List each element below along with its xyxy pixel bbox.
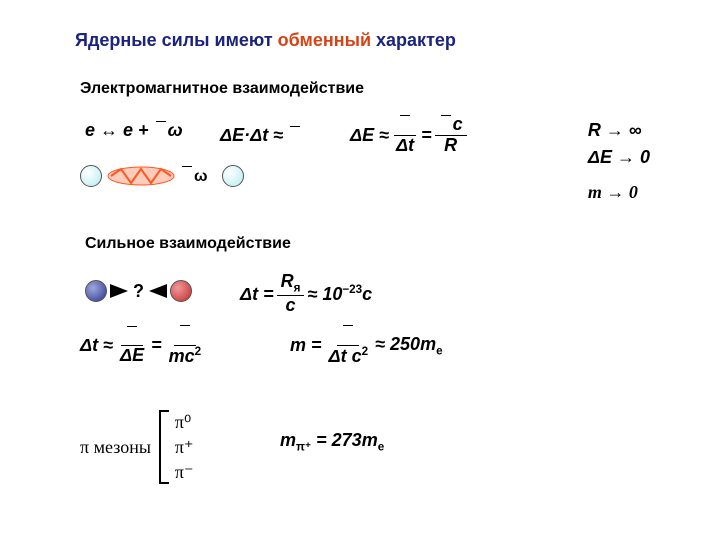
- meson-pi-plus: π⁺: [175, 437, 194, 458]
- hbar-omega: ℏωω: [154, 120, 183, 140]
- e-right: e +: [123, 120, 149, 140]
- arrow: ↔: [100, 120, 118, 140]
- eq-pion-mass: mπ⁺ = 273me: [280, 430, 384, 454]
- pi-meson-label: π мезоны: [80, 437, 151, 458]
- question-mark: ?: [133, 281, 144, 302]
- eq-deltaE: ΔE ≈ Δt = cR: [350, 115, 470, 156]
- bracket-icon: [159, 410, 169, 484]
- pi-mesons-block: π мезоны π⁰ π⁺ π⁻: [80, 410, 194, 484]
- page-title: Ядерные силы имеют обменный характер: [75, 30, 456, 51]
- photon-label: ω: [180, 166, 208, 186]
- title-part3: характер: [371, 30, 456, 50]
- em-diagram: ω: [80, 165, 244, 187]
- e-left: e: [85, 120, 95, 140]
- section1-heading: Электромагнитное взаимодействие: [80, 80, 364, 98]
- eq-dt-strong: Δt = Rяc ≈ 10−23с: [240, 272, 372, 316]
- em-particle-right: [222, 165, 244, 187]
- limit-dE: ΔE → 0: [588, 147, 650, 168]
- title-part1: Ядерные силы имеют: [75, 30, 278, 50]
- nucleon-left: [85, 280, 107, 302]
- meson-pi0: π⁰: [175, 412, 194, 433]
- eq-uncertainty: ΔE·Δt ≈: [220, 125, 302, 146]
- title-part2: обменный: [278, 30, 371, 50]
- photon-wave-icon: [106, 165, 176, 187]
- strong-diagram: ?: [85, 280, 192, 302]
- arrow-left-icon: [149, 284, 167, 298]
- eq-dt2: Δt ≈ ΔE = mc2: [80, 325, 208, 367]
- limit-R: R → ∞: [588, 120, 650, 141]
- limit-m: m → 0: [588, 182, 650, 203]
- limits-block: R → ∞ ΔE → 0 m → 0: [588, 120, 650, 203]
- section2-heading: Сильное взаимодействие: [85, 235, 291, 253]
- meson-pi-minus: π⁻: [175, 462, 194, 483]
- eq-photon-emit: e ↔ e + ℏωω: [85, 120, 183, 141]
- arrow-right-icon: [110, 284, 128, 298]
- eq-mass: m = Δt c2 ≈ 250me: [290, 325, 443, 367]
- em-particle-left: [80, 165, 102, 187]
- meson-list: π⁰ π⁺ π⁻: [169, 412, 194, 483]
- nucleon-right: [170, 280, 192, 302]
